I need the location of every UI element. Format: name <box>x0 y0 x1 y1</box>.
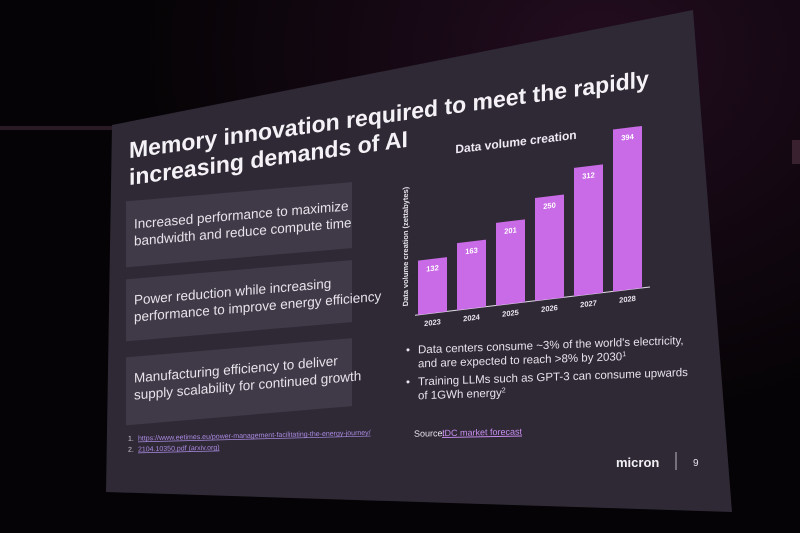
wall-ledge <box>0 126 112 130</box>
wall-ledge-right <box>792 140 800 164</box>
